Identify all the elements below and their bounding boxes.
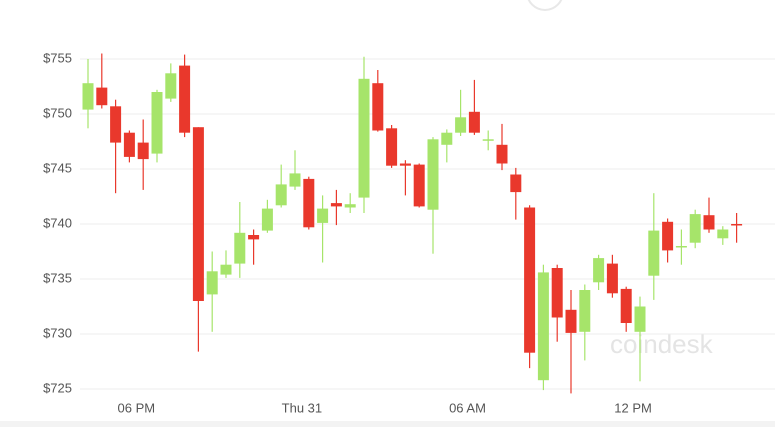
candle-body xyxy=(110,106,122,143)
candle-body xyxy=(717,229,729,239)
candle-body xyxy=(96,87,108,106)
candle-body xyxy=(234,232,246,264)
candle-body xyxy=(579,290,591,332)
x-tick-label: 12 PM xyxy=(614,400,652,415)
candle-body xyxy=(165,73,177,99)
candle-body xyxy=(330,203,342,207)
candle-body xyxy=(441,132,453,145)
candle-body xyxy=(303,178,315,228)
candle-body xyxy=(289,173,301,187)
x-tick-label: 06 AM xyxy=(449,400,486,415)
candle-body xyxy=(151,92,163,154)
candle-body xyxy=(82,83,94,110)
candle-body xyxy=(510,174,522,193)
candle-body xyxy=(248,235,260,240)
candle-body xyxy=(123,132,135,157)
candle-body xyxy=(593,258,605,283)
watermark: coindesk xyxy=(610,329,714,359)
y-tick-label: $725 xyxy=(43,380,72,395)
candle-body xyxy=(731,224,743,226)
candle-body xyxy=(275,184,287,206)
candle-body xyxy=(220,264,232,275)
candle-body xyxy=(606,263,618,294)
candle-body xyxy=(648,230,660,276)
candle-body xyxy=(206,271,218,295)
y-tick-label: $740 xyxy=(43,215,72,230)
candle-body xyxy=(565,309,577,333)
candle-body xyxy=(537,272,549,381)
candle-body xyxy=(386,128,398,166)
candle-body xyxy=(496,144,508,164)
candle-body xyxy=(634,306,646,332)
y-tick-label: $730 xyxy=(43,325,72,340)
candle-body xyxy=(192,127,204,301)
candle-body xyxy=(524,207,536,353)
candle-body xyxy=(427,139,439,210)
candle-body xyxy=(703,215,715,230)
x-tick-label: Thu 31 xyxy=(282,400,322,415)
y-tick-label: $735 xyxy=(43,270,72,285)
candle-body xyxy=(689,214,701,243)
x-tick-label: 06 PM xyxy=(118,400,156,415)
candle-body xyxy=(179,65,191,133)
y-tick-label: $750 xyxy=(43,105,72,120)
candle-body xyxy=(675,246,687,248)
candle-body xyxy=(413,164,425,207)
header-icon xyxy=(527,0,563,11)
candle-body xyxy=(344,204,356,208)
candle-body xyxy=(551,268,563,318)
candle-body xyxy=(468,111,480,133)
candle-body xyxy=(620,288,632,323)
candle-body xyxy=(372,83,384,131)
y-tick-label: $755 xyxy=(43,50,72,65)
y-tick-label: $745 xyxy=(43,160,72,175)
candle-body xyxy=(455,117,467,133)
footer-strip xyxy=(0,421,775,427)
candle-body xyxy=(358,78,370,198)
candle-body xyxy=(662,221,674,251)
candle-body xyxy=(317,208,329,223)
candle-body xyxy=(399,163,411,166)
candle-body xyxy=(482,139,494,141)
candle-body xyxy=(261,208,273,231)
candle-body xyxy=(137,142,149,160)
